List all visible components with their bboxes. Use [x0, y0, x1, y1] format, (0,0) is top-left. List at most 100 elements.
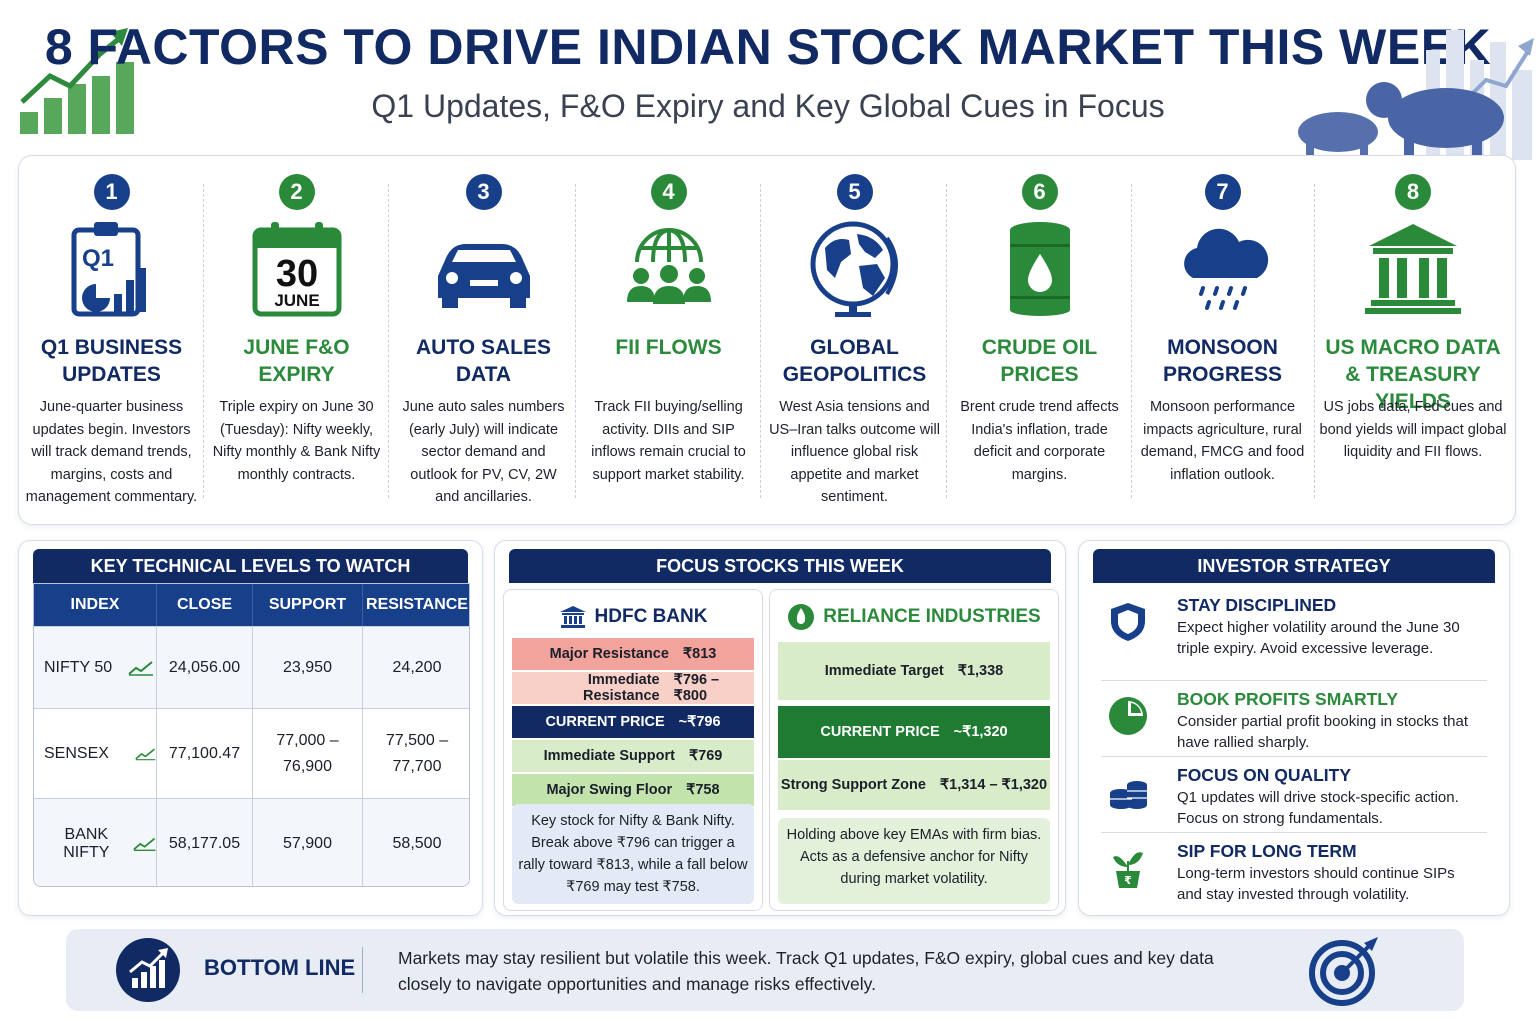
- page-subtitle: Q1 Updates, F&O Expiry and Key Global Cu…: [371, 88, 1165, 124]
- index-name: BANK NIFTY: [63, 825, 110, 861]
- resistance-value: 24,200: [392, 658, 442, 676]
- strategy-text: Q1 updates will drive stock-specific act…: [1177, 789, 1459, 827]
- strategy-heading: INVESTOR STRATEGY: [1093, 549, 1495, 583]
- calendar-month: JUNE: [274, 291, 319, 310]
- factor-number: 7: [1204, 174, 1241, 210]
- strategy-item: FOCUS ON QUALITY Q1 updates will drive s…: [1101, 763, 1487, 833]
- factor-title: US MACRO DATA & TREASURY YIELDS: [1325, 336, 1501, 413]
- level-row: Major Resistance ₹813: [512, 638, 754, 670]
- strategy-text: Expect higher volatility around the June…: [1177, 619, 1460, 657]
- header: 8 FACTORS TO DRIVE INDIAN STOCK MARKET T…: [0, 0, 1536, 160]
- column-header: INDEX: [34, 584, 157, 626]
- column-header: RESISTANCE: [366, 596, 468, 613]
- factor-number: 4: [650, 174, 687, 210]
- factor-us-macro-data: 8 US MACRO DATA & TREASURY YIELDS US job…: [1313, 156, 1513, 526]
- factor-title: JUNE F&O EXPIRY: [243, 336, 350, 386]
- factor-description: June-quarter business updates begin. Inv…: [25, 399, 198, 505]
- globe-investors-icon: [626, 227, 711, 304]
- level-row: Immediate Support ₹769: [512, 740, 754, 772]
- table-header-row: INDEX CLOSE SUPPORT RESISTANCE: [34, 584, 469, 626]
- level-row: Strong Support Zone ₹1,314 – ₹1,320: [778, 760, 1050, 810]
- bull-skyline-icon: [1298, 30, 1534, 160]
- strategy-title: FOCUS ON QUALITY: [1177, 765, 1352, 785]
- divider: [1131, 184, 1132, 498]
- coins-stack-icon: [1110, 781, 1147, 809]
- q1-label: Q1: [82, 245, 114, 272]
- factor-title: FII FLOWS: [615, 336, 722, 359]
- rain-cloud-icon: [1183, 228, 1268, 310]
- calendar-day: 30: [275, 253, 317, 295]
- strategy-title: BOOK PROFITS SMARTLY: [1177, 689, 1399, 709]
- factor-description: Track FII buying/selling activity. DIIs …: [591, 399, 746, 483]
- factor-description: Brent crude trend affects India's inflat…: [960, 399, 1119, 483]
- bottom-line-label: BOTTOM LINE: [204, 955, 356, 980]
- technical-levels-panel: KEY TECHNICAL LEVELS TO WATCH INDEX CLOS…: [18, 540, 483, 916]
- support-value: 23,950: [253, 627, 363, 708]
- index-name: NIFTY 50: [44, 658, 113, 676]
- factor-number: 6: [1021, 174, 1058, 210]
- factor-auto-sales-data: 3 AUTO SALES DATA June auto sales number…: [391, 156, 576, 526]
- calendar-icon: 30 JUNE: [252, 222, 341, 317]
- index-name: SENSEX: [44, 744, 109, 762]
- bottom-line-banner: BOTTOM LINE Markets may stay resilient b…: [66, 929, 1464, 1011]
- level-row: Immediate Resistance ₹796 – ₹800: [512, 672, 754, 704]
- close-value: 77,100.47: [157, 709, 253, 798]
- factor-title: GLOBAL GEOPOLITICS: [782, 336, 927, 386]
- factor-number: 3: [465, 174, 502, 210]
- factor-description: West Asia tensions and US–Iran talks out…: [769, 399, 940, 505]
- plant-pot-icon: ₹: [1113, 852, 1143, 888]
- factor-number: 2: [278, 174, 315, 210]
- q1-report-icon: Q1: [71, 222, 146, 317]
- divider: [388, 184, 389, 498]
- close-value: 24,056.00: [157, 627, 253, 708]
- svg-text:₹: ₹: [1124, 874, 1132, 887]
- oil-barrel-icon: [1009, 222, 1070, 316]
- stock-card-reliance: RELIANCE INDUSTRIES Immediate Target ₹1,3…: [769, 589, 1059, 911]
- technical-heading: KEY TECHNICAL LEVELS TO WATCH: [33, 549, 468, 583]
- factor-global-geopolitics: 5 GLOBAL GEOPOLITICS West Asia tensions …: [762, 156, 947, 526]
- strategy-text: Consider partial profit booking in stock…: [1177, 713, 1468, 751]
- shield-icon: [1111, 603, 1145, 641]
- table-row: BANK NIFTY 58,177.05 57,900 58,500: [34, 798, 469, 886]
- divider: [575, 184, 576, 498]
- factor-q1-business-updates: 1 Q1 Q1 BUSINESS UPDATES June-quarter bu…: [19, 156, 204, 526]
- factor-number: 1: [93, 174, 130, 210]
- table-row: NIFTY 50 24,056.00 23,950 24,200: [34, 626, 469, 708]
- bank-icon: [559, 606, 586, 628]
- factor-title: AUTO SALES DATA: [416, 336, 551, 386]
- support-value: 57,900: [253, 799, 363, 886]
- strategy-text: Long-term investors should continue SIPs…: [1177, 865, 1455, 903]
- resistance-value: 77,500 – 77,700: [385, 731, 449, 775]
- target-icon: [1309, 937, 1378, 1006]
- support-value: 77,000 – 76,900: [253, 709, 363, 798]
- reliance-logo-icon: [788, 604, 815, 630]
- factor-crude-oil-prices: 6 CRUDE OIL PRICES Brent crude trend aff…: [947, 156, 1132, 526]
- focus-stocks-panel: FOCUS STOCKS THIS WEEK HDFC BANK Major R…: [494, 540, 1066, 916]
- pie-chart-icon: [1109, 697, 1147, 735]
- focus-heading: FOCUS STOCKS THIS WEEK: [509, 549, 1051, 583]
- technical-table: INDEX CLOSE SUPPORT RESISTANCE NIFTY 50 …: [33, 583, 470, 887]
- factor-title: Q1 BUSINESS UPDATES: [40, 336, 183, 386]
- factor-number: 8: [1395, 174, 1431, 210]
- level-row: Major Swing Floor ₹758: [512, 774, 754, 806]
- factor-description: June auto sales numbers (early July) wil…: [402, 399, 565, 505]
- column-header: SUPPORT: [253, 584, 363, 626]
- stock-note: Holding above key EMAs with firm bias. A…: [778, 818, 1050, 904]
- divider: [760, 184, 761, 498]
- factor-fii-flows: 4 FII FLOWS Track FII buying/selling act…: [576, 156, 761, 526]
- divider: [946, 184, 947, 498]
- divider: [1314, 184, 1315, 498]
- factor-description: Monsoon performance impacts agriculture,…: [1140, 399, 1305, 483]
- divider: [203, 184, 204, 498]
- divider: [362, 947, 363, 993]
- stock-card-hdfc: HDFC BANK Major Resistance ₹813 Immediate…: [503, 589, 763, 911]
- factor-description: US jobs data, Fed cues and bond yields w…: [1319, 399, 1507, 460]
- strategy-title: SIP FOR LONG TERM: [1177, 841, 1357, 861]
- factor-june-fo-expiry: 2 30 JUNE JUNE F&O EXPIRY Triple expiry …: [204, 156, 389, 526]
- stock-note: Key stock for Nifty & Bank Nifty. Break …: [512, 804, 754, 904]
- close-value: 58,177.05: [157, 799, 253, 886]
- factor-title: MONSOON PROGRESS: [1162, 336, 1283, 386]
- strategy-item: STAY DISCIPLINED Expect higher volatilit…: [1101, 593, 1487, 681]
- globe-icon: [810, 221, 898, 317]
- column-header: CLOSE: [157, 584, 253, 626]
